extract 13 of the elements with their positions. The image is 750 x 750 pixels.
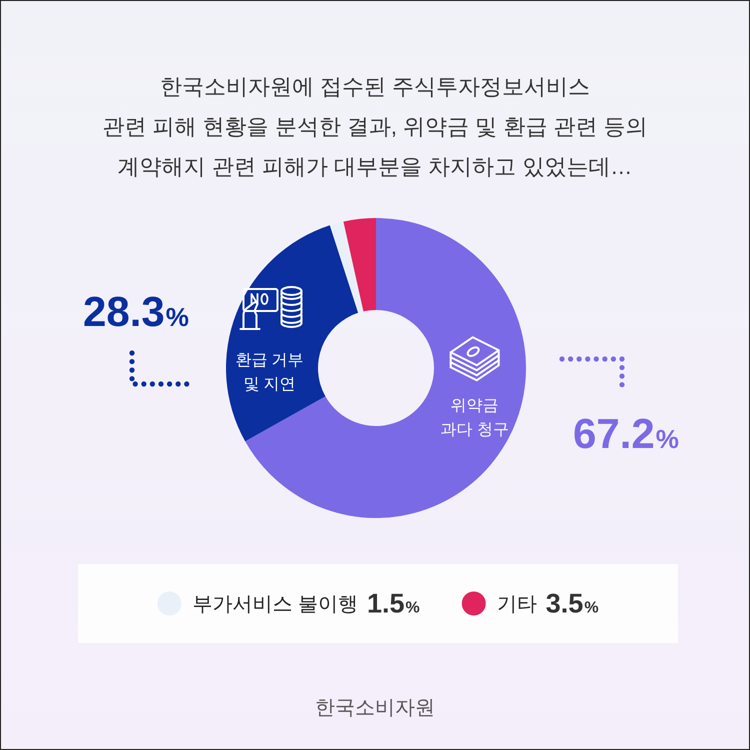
legend-label: 부가서비스 불이행: [192, 594, 358, 616]
slice-label: 환급 거부 및 지연: [235, 352, 304, 394]
text: 한국소비자원: [315, 697, 435, 719]
chart-title: 한국소비자원에 접수된 주식투자정보서비스 관련 피해 현황을 분석한 결과, 위약금 및 환급 관련 등의 계약해지 관련 피해가 대부분을 차지하고 있었는데…: [102, 74, 648, 179]
donut-slice: [343, 218, 376, 312]
data-label: 3.5%: [546, 588, 599, 618]
legend-label: 기타: [496, 594, 537, 616]
slice-label: 위약금 과다 청구: [440, 397, 509, 438]
donut-slice: [330, 222, 364, 313]
data-label: 67.2%: [573, 410, 679, 457]
data-label: 1.5%: [367, 588, 420, 618]
data-label: 28.3%: [83, 288, 189, 335]
donut-slice: [226, 225, 358, 442]
